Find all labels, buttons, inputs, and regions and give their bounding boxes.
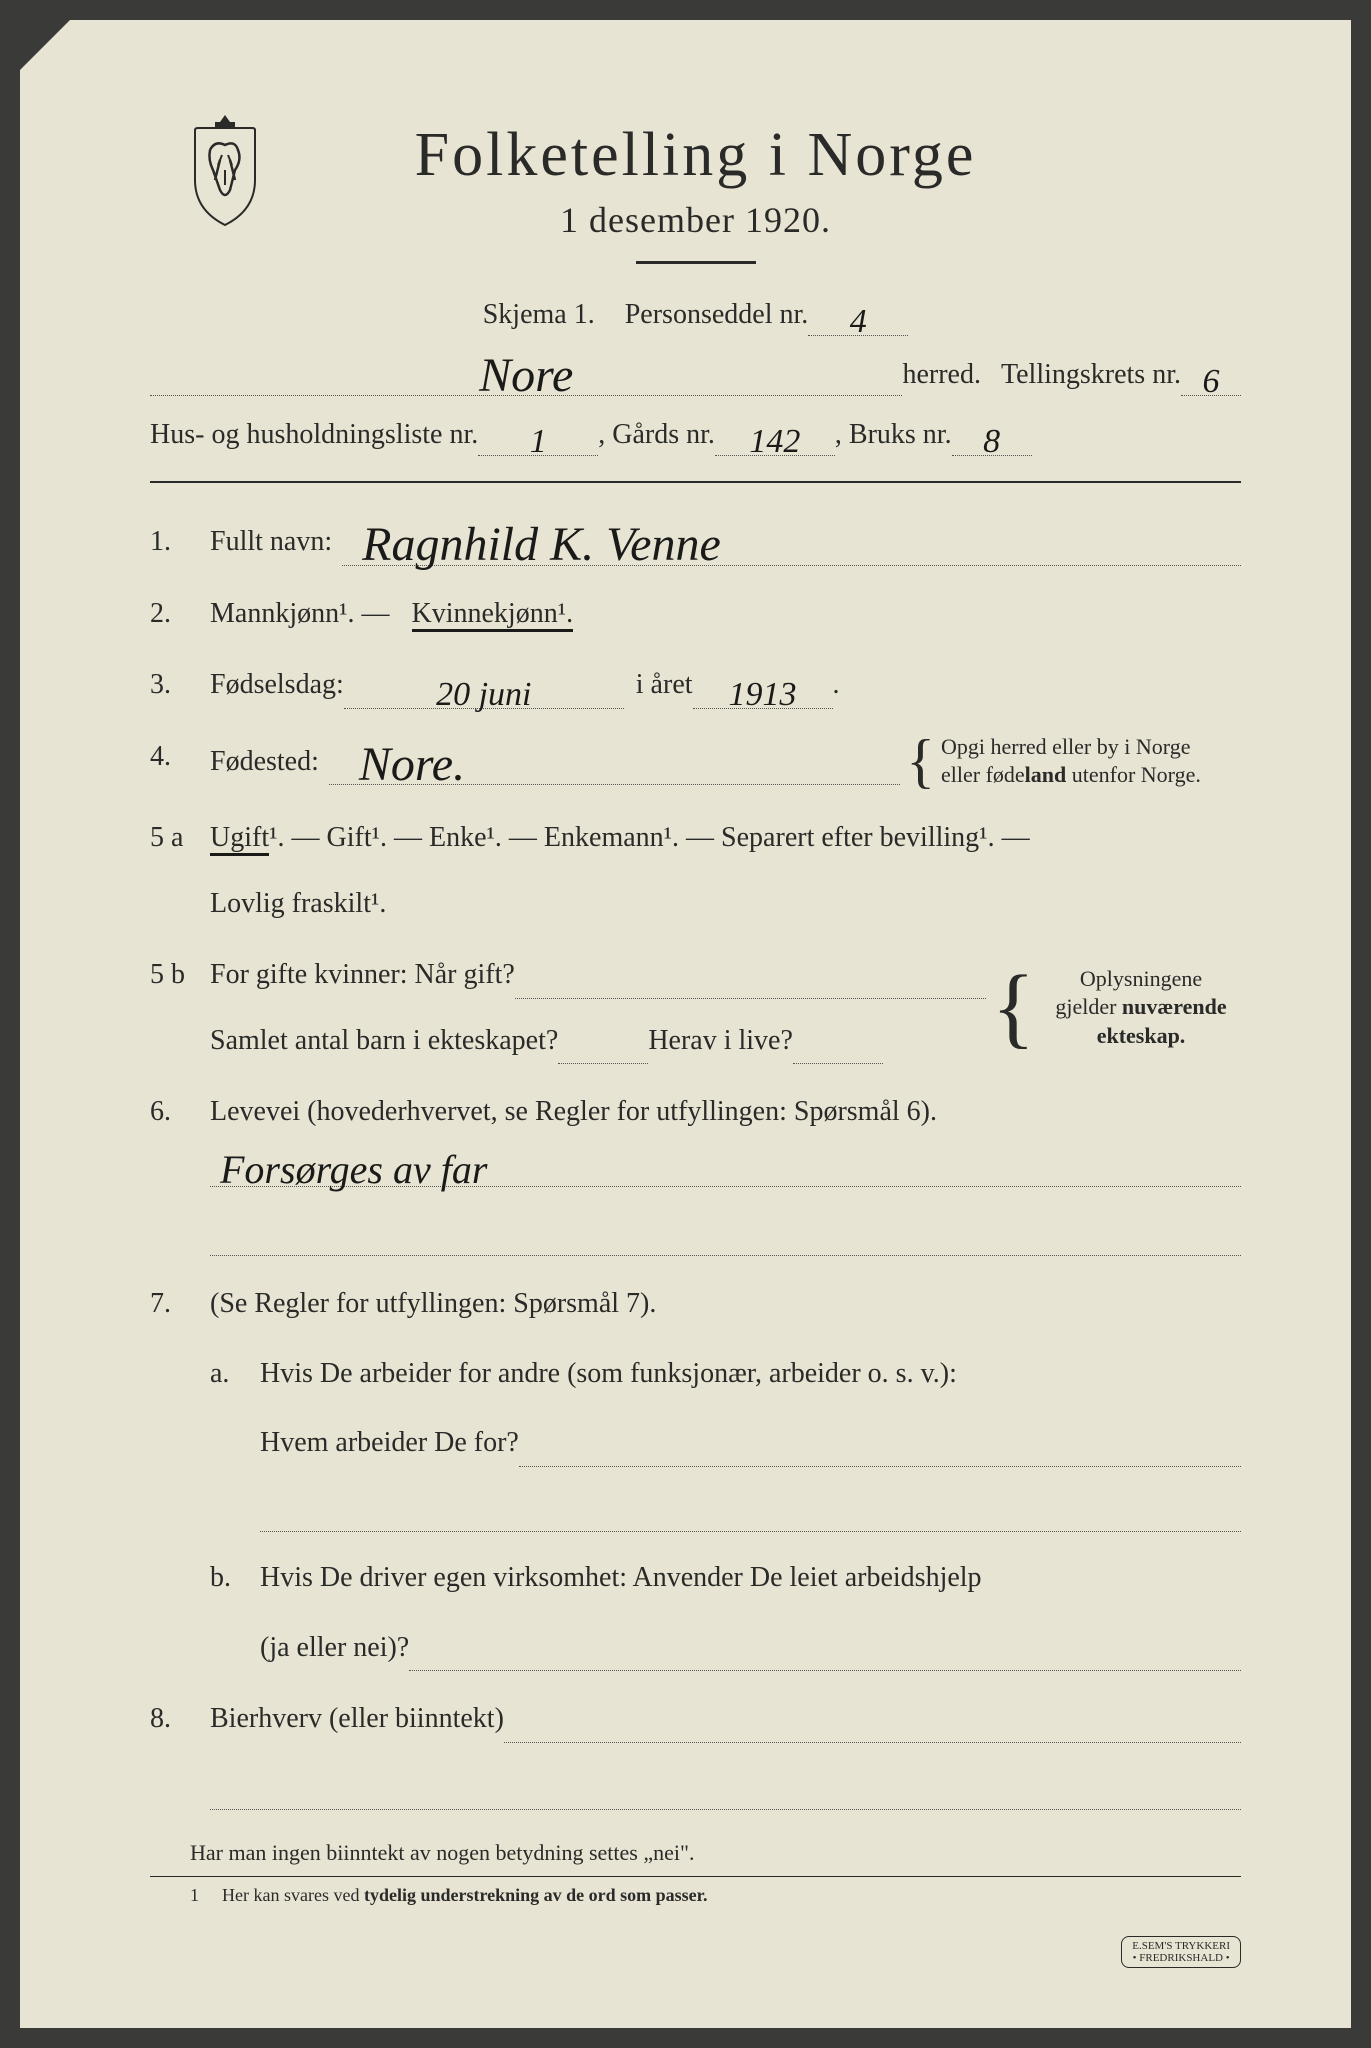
personseddel-label: Personseddel nr. [625, 294, 809, 336]
q5a-num: 5 a [150, 814, 210, 927]
q3-dot: . [833, 661, 840, 709]
q4-note-line2: eller fødeland utenfor Norge. [941, 761, 1241, 790]
q2-num: 2. [150, 590, 210, 638]
q5b-label-c: Herav i live? [648, 1017, 793, 1065]
question-8: 8. Bierhverv (eller biinntekt) [150, 1695, 1241, 1810]
printer-stamp: E.SEM'S TRYKKERI • FREDRIKSHALD • [1121, 1936, 1241, 1968]
footer-note: Har man ingen biinntekt av nogen betydni… [150, 1840, 1241, 1866]
husliste-nr: 1 [478, 428, 598, 456]
q5b-num: 5 b [150, 951, 210, 1064]
q5b-note-c: ekteskap. [1041, 1022, 1241, 1051]
q4-label: Fødested: [210, 738, 319, 786]
herred-value: Nore [150, 357, 902, 396]
q8-label: Bierhverv (eller biinntekt) [210, 1695, 504, 1743]
q3-num: 3. [150, 661, 210, 709]
meta-row-3: Hus- og husholdningsliste nr. 1 , Gårds … [150, 414, 1241, 456]
q5b-note-a: Oplysningene [1041, 965, 1241, 994]
question-7: 7. (Se Regler for utfyllingen: Spørsmål … [150, 1280, 1241, 1671]
q7a-text: Hvis De arbeider for andre (som funksjon… [260, 1350, 1241, 1398]
question-3: 3. Fødselsdag: 20 juni i året 1913 . [150, 661, 1241, 709]
meta-row-1: Skjema 1. Personseddel nr. 4 [150, 294, 1241, 336]
q7b-text2: (ja eller nei)? [260, 1624, 409, 1672]
form-header: Folketelling i Norge 1 desember 1920. [150, 120, 1241, 241]
question-5b: 5 b For gifte kvinner: Når gift? Samlet … [150, 951, 1241, 1064]
main-title: Folketelling i Norge [415, 120, 977, 191]
q3-year: 1913 [693, 681, 833, 709]
brace-icon: { [992, 985, 1035, 1030]
question-1: 1. Fullt navn: Ragnhild K. Venne [150, 518, 1241, 566]
q4-value: Nore. [329, 746, 900, 785]
meta-divider [150, 481, 1241, 483]
q4-note-a: Opgi herred eller by i Norge [941, 733, 1241, 762]
q5a-options: Ugift¹. — Gift¹. — Enke¹. — Enkemann¹. —… [210, 814, 1241, 862]
skjema-label: Skjema 1. [483, 294, 595, 336]
q5b-label-b: Samlet antal barn i ekteskapet? [210, 1017, 558, 1065]
q3-day: 20 juni [344, 681, 624, 709]
q2-text-b: Kvinnekjønn¹. [412, 598, 574, 632]
q7b-label: b. [210, 1554, 260, 1671]
q7-label: (Se Regler for utfyllingen: Spørsmål 7). [210, 1280, 1241, 1328]
q4-num: 4. [150, 733, 210, 790]
footnote: 1 Her kan svares ved tydelig understrekn… [150, 1885, 1241, 1906]
q7-num: 7. [150, 1280, 210, 1671]
question-4: 4. Fødested: Nore. { Opgi herred eller b… [150, 733, 1241, 790]
meta-row-2: Nore herred. Tellingskrets nr. 6 [150, 354, 1241, 396]
q5a-options-2: Lovlig fraskilt¹. [210, 880, 1241, 928]
q6-value: Forsørges av far [210, 1154, 1241, 1187]
tellingskrets-nr: 6 [1181, 368, 1241, 396]
q3-mid: i året [636, 661, 693, 709]
q3-label: Fødselsdag: [210, 661, 344, 709]
census-form-page: Folketelling i Norge 1 desember 1920. Sk… [20, 20, 1351, 2028]
herred-label: herred. [902, 354, 981, 396]
q5b-label-a: For gifte kvinner: Når gift? [210, 951, 515, 999]
q8-num: 8. [150, 1695, 210, 1810]
tellingskrets-label: Tellingskrets nr. [1001, 354, 1181, 396]
subtitle: 1 desember 1920. [415, 199, 977, 241]
q7a-text2: Hvem arbeider De for? [260, 1419, 519, 1467]
q1-num: 1. [150, 518, 210, 566]
header-rule [636, 261, 756, 264]
footer-rule [150, 1876, 1241, 1877]
bruks-label: , Bruks nr. [835, 414, 952, 456]
gards-label: , Gårds nr. [598, 414, 715, 456]
question-6: 6. Levevei (hovederhvervet, se Regler fo… [150, 1088, 1241, 1256]
coat-of-arms-icon [180, 110, 270, 230]
q6-num: 6. [150, 1088, 210, 1256]
personseddel-nr: 4 [808, 308, 908, 336]
dog-ear-fold [20, 20, 70, 70]
q1-value: Ragnhild K. Venne [342, 526, 1241, 565]
q5b-note-line2: gjelder nuværende [1041, 993, 1241, 1022]
gards-nr: 142 [715, 428, 835, 456]
question-5a: 5 a Ugift¹. — Gift¹. — Enke¹. — Enkemann… [150, 814, 1241, 927]
q1-label: Fullt navn: [210, 518, 332, 566]
q2-text-a: Mannkjønn¹. — [210, 598, 390, 629]
brace-icon: { [906, 746, 935, 776]
bruks-nr: 8 [952, 428, 1032, 456]
husliste-label: Hus- og husholdningsliste nr. [150, 414, 478, 456]
q7a-label: a. [210, 1350, 260, 1532]
q6-label: Levevei (hovederhvervet, se Regler for u… [210, 1088, 1241, 1136]
question-2: 2. Mannkjønn¹. — Kvinnekjønn¹. [150, 590, 1241, 638]
q7b-text: Hvis De driver egen virksomhet: Anvender… [260, 1554, 1241, 1602]
